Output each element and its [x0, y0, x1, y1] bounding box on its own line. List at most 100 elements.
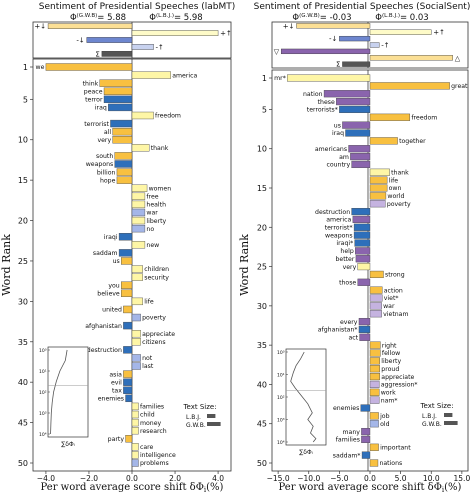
- summary-bar: [131, 30, 219, 36]
- summary-bar: [86, 37, 133, 43]
- word-bar: [131, 410, 139, 419]
- word-label: action: [384, 287, 403, 294]
- word-bar: [131, 362, 141, 370]
- word-bar: [131, 144, 150, 152]
- inset-tick-label: 10⁰: [277, 350, 285, 356]
- word-bar: [351, 207, 371, 216]
- y-tick-label: 20: [18, 217, 28, 226]
- word-bar: [369, 420, 379, 428]
- panel-socialsent-word-bars: mr*greatnationtheseterrorists*freedomusi…: [274, 74, 468, 467]
- x-tick-label: 15.0: [454, 474, 471, 483]
- word-label: party: [108, 436, 125, 443]
- summary-bar: [131, 44, 154, 50]
- word-bar: [369, 294, 383, 302]
- panel-socialsent-legend-lbj-bar: [444, 413, 453, 417]
- word-bar: [369, 192, 387, 200]
- word-bar: [131, 338, 141, 346]
- panel-socialsent-legend-gwb-label: G.W.B.: [422, 421, 442, 428]
- word-label: terrorist*: [325, 224, 353, 231]
- word-label: child: [140, 412, 155, 419]
- word-bar: [369, 82, 450, 90]
- inset-tick-label: 10²: [277, 395, 285, 401]
- word-bar: [131, 297, 143, 306]
- summary-bar-label: Σ: [95, 50, 99, 58]
- word-bar: [369, 270, 384, 279]
- y-tick-label: 10: [257, 145, 267, 154]
- word-bar: [369, 388, 380, 396]
- word-bar: [352, 215, 371, 224]
- word-bar: [131, 330, 141, 338]
- word-label: asia: [109, 371, 122, 378]
- panel-labmt-inset: 10⁰ 10¹ 10² 10³ 10⁴ ∑δΦᵢ: [39, 346, 89, 448]
- y-tick-label: 30: [18, 297, 28, 306]
- panel-socialsent: Sentiment of Presidential Speeches (Soci…: [238, 2, 470, 494]
- word-label: billion: [97, 169, 116, 176]
- word-bar: [342, 121, 371, 129]
- word-label: proud: [381, 366, 399, 373]
- word-label: together: [399, 138, 426, 145]
- word-label: help: [340, 248, 353, 255]
- panel-labmt-x-ticks: −4.0 −2.0 0.0 2.0 4.0: [37, 471, 224, 483]
- word-bar: [121, 281, 133, 289]
- word-bar: [369, 137, 398, 145]
- word-bar: [131, 216, 146, 225]
- summary-bar: [101, 51, 133, 57]
- word-bar: [369, 184, 388, 192]
- inset-tick-label: 10³: [277, 418, 285, 424]
- panel-labmt-size-legend: Text Size: L.B.J. G.W.B.: [182, 403, 221, 429]
- word-bar: [114, 160, 133, 168]
- panel-socialsent-title: Sentiment of Presidential Speeches (Soci…: [254, 2, 471, 12]
- word-label: women: [149, 185, 172, 192]
- summary-bar-label: -↑: [381, 42, 389, 50]
- word-label: very: [343, 264, 357, 271]
- summary-bar: [280, 48, 371, 55]
- word-label: we: [36, 64, 45, 71]
- word-bar: [369, 310, 382, 318]
- word-label: those: [339, 279, 356, 286]
- word-bar: [369, 443, 379, 451]
- word-label: destruction: [87, 347, 122, 354]
- word-bar: [131, 459, 139, 467]
- word-label: us: [113, 258, 120, 265]
- summary-bar-label: +↓: [283, 22, 295, 30]
- y-tick-label: 5: [262, 105, 267, 114]
- x-tick-label: −10.0: [297, 474, 320, 483]
- word-label: right: [382, 342, 397, 349]
- word-label: no: [146, 226, 154, 233]
- word-label: enemies: [333, 405, 359, 412]
- panel-socialsent-inset-xlabel: ∑δΦᵢ: [299, 449, 313, 456]
- word-label: families: [336, 437, 360, 444]
- word-bar: [110, 119, 133, 128]
- summary-bar-label: -↑: [156, 43, 164, 51]
- word-bar: [336, 97, 371, 106]
- panel-labmt-ref-label: Φ(G.W.B)= 5.88: [70, 13, 126, 23]
- word-label: americans: [315, 146, 347, 153]
- word-bar: [351, 160, 371, 169]
- y-tick-label: 40: [257, 380, 267, 389]
- y-tick-label: 15: [18, 176, 28, 185]
- word-label: viet*: [384, 295, 399, 302]
- word-bar: [99, 79, 133, 87]
- panel-socialsent-summary-bars: +↓ +↑ -↓ -↑ ▽ △ Σ: [274, 22, 461, 68]
- inset-tick-label: 10⁰: [39, 348, 47, 354]
- word-label: citizens: [142, 339, 165, 346]
- word-label: life: [389, 177, 399, 184]
- word-label: poverty: [142, 315, 166, 322]
- word-label: war: [146, 210, 158, 217]
- summary-bar: [296, 23, 371, 29]
- summary-bar-label: -↓: [76, 37, 84, 45]
- x-tick-label: −2.0: [80, 474, 98, 483]
- word-bar: [45, 63, 133, 71]
- word-bar: [345, 129, 371, 137]
- word-bar: [131, 208, 146, 217]
- y-tick-label: 40: [18, 378, 28, 387]
- word-bar: [323, 90, 371, 98]
- summary-bar: [369, 29, 432, 35]
- word-bar: [369, 286, 383, 294]
- word-bar: [369, 380, 380, 389]
- word-bar: [369, 372, 381, 381]
- word-label: thank: [391, 169, 409, 176]
- inset-tick-label: 10²: [39, 390, 47, 396]
- panel-socialsent-inset: 10⁰ 10¹ 10² 10³ 10⁴ ∑δΦᵢ: [277, 348, 327, 456]
